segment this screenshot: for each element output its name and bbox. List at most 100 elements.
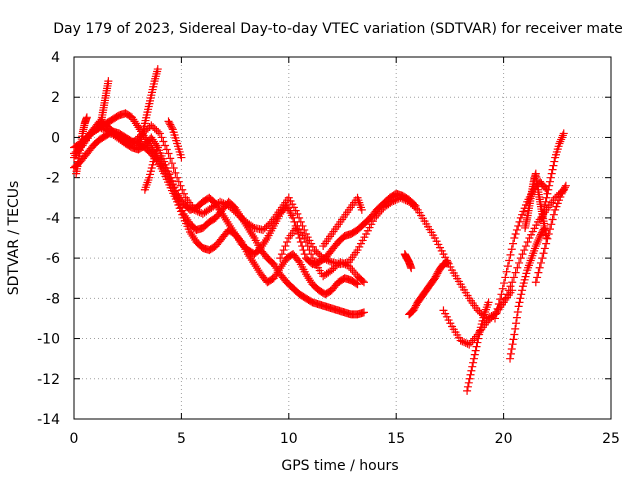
- data-point: [250, 260, 259, 269]
- data-point: [293, 209, 302, 218]
- data-point: [514, 302, 523, 311]
- data-point: [82, 113, 91, 122]
- data-point: [511, 324, 520, 333]
- data-point: [531, 242, 540, 251]
- data-point: [190, 205, 199, 214]
- data-point: [411, 204, 420, 213]
- data-point: [135, 141, 144, 150]
- data-point: [539, 205, 548, 214]
- data-point: [137, 135, 146, 144]
- data-point: [546, 173, 555, 182]
- y-tick-label: -2: [46, 171, 60, 187]
- data-point: [231, 229, 240, 238]
- data-point: [401, 196, 410, 205]
- data-point: [515, 258, 524, 267]
- y-tick-label: -12: [37, 372, 60, 388]
- data-point: [538, 213, 547, 222]
- data-point: [189, 234, 198, 242]
- y-tick-label: 0: [51, 130, 60, 146]
- y-tick-label: -10: [37, 332, 60, 348]
- data-point: [509, 273, 518, 282]
- data-point: [336, 258, 345, 267]
- data-point: [508, 286, 517, 295]
- data-point: [308, 254, 317, 263]
- data-point: [514, 221, 523, 230]
- data-point: [247, 229, 256, 238]
- data-point: [548, 165, 557, 174]
- data-point: [147, 133, 156, 142]
- data-point: [493, 304, 502, 313]
- x-tick-label: 0: [70, 431, 79, 447]
- data-point: [547, 220, 556, 229]
- data-point: [557, 135, 566, 144]
- data-point: [258, 242, 267, 251]
- data-point: [151, 139, 160, 148]
- data-point: [233, 234, 242, 242]
- data-point: [131, 119, 140, 128]
- data-point: [467, 366, 476, 375]
- data-point: [463, 386, 472, 395]
- data-point: [179, 189, 188, 198]
- data-point: [159, 137, 168, 146]
- data-point: [271, 272, 280, 281]
- data-point: [153, 65, 162, 74]
- data-point: [216, 197, 225, 206]
- data-point: [127, 113, 136, 122]
- data-point: [224, 219, 233, 228]
- data-point: [515, 217, 524, 226]
- data-point: [389, 196, 398, 205]
- data-point: [508, 340, 517, 349]
- data-point: [161, 141, 170, 150]
- data-point: [294, 256, 303, 265]
- data-point: [222, 215, 231, 224]
- data-point: [162, 145, 171, 154]
- x-tick-label: 5: [177, 431, 186, 447]
- data-point: [135, 139, 144, 148]
- data-point: [510, 330, 519, 339]
- x-tick-label: 10: [280, 431, 298, 447]
- data-point: [149, 137, 158, 146]
- data-point: [515, 298, 524, 307]
- y-tick-label: -14: [37, 412, 60, 428]
- data-point: [348, 266, 357, 275]
- data-point: [280, 258, 289, 267]
- data-point: [549, 210, 558, 219]
- data-point: [167, 123, 176, 132]
- data-point: [469, 358, 478, 367]
- data-point: [494, 299, 503, 308]
- data-point: [303, 272, 312, 281]
- data-point: [359, 278, 368, 287]
- data-point: [187, 229, 196, 238]
- data-point: [218, 209, 227, 218]
- data-point: [542, 239, 551, 248]
- y-tick-label: -4: [46, 211, 60, 227]
- data-point: [391, 196, 400, 205]
- data-point: [532, 240, 541, 249]
- data-point: [324, 256, 333, 265]
- data-point: [521, 242, 530, 251]
- data-point: [102, 126, 111, 135]
- data-point: [471, 346, 480, 355]
- data-point: [507, 345, 516, 354]
- data-point: [253, 264, 262, 273]
- data-point: [234, 236, 243, 245]
- data-point: [374, 209, 383, 218]
- data-point: [276, 254, 285, 263]
- data-point: [357, 205, 366, 214]
- data-point: [326, 257, 335, 266]
- data-point: [456, 336, 465, 345]
- data-point: [545, 225, 554, 234]
- data-point: [484, 298, 493, 307]
- data-point: [502, 267, 511, 276]
- data-point: [443, 258, 452, 267]
- data-point: [216, 207, 225, 216]
- data-point: [518, 250, 527, 259]
- data-point: [466, 370, 475, 379]
- data-point: [228, 225, 237, 234]
- data-point: [549, 161, 558, 170]
- data-point: [460, 338, 469, 347]
- data-point: [229, 227, 238, 236]
- y-tick-label: 4: [51, 50, 60, 66]
- data-point: [518, 286, 527, 295]
- data-point: [545, 177, 554, 186]
